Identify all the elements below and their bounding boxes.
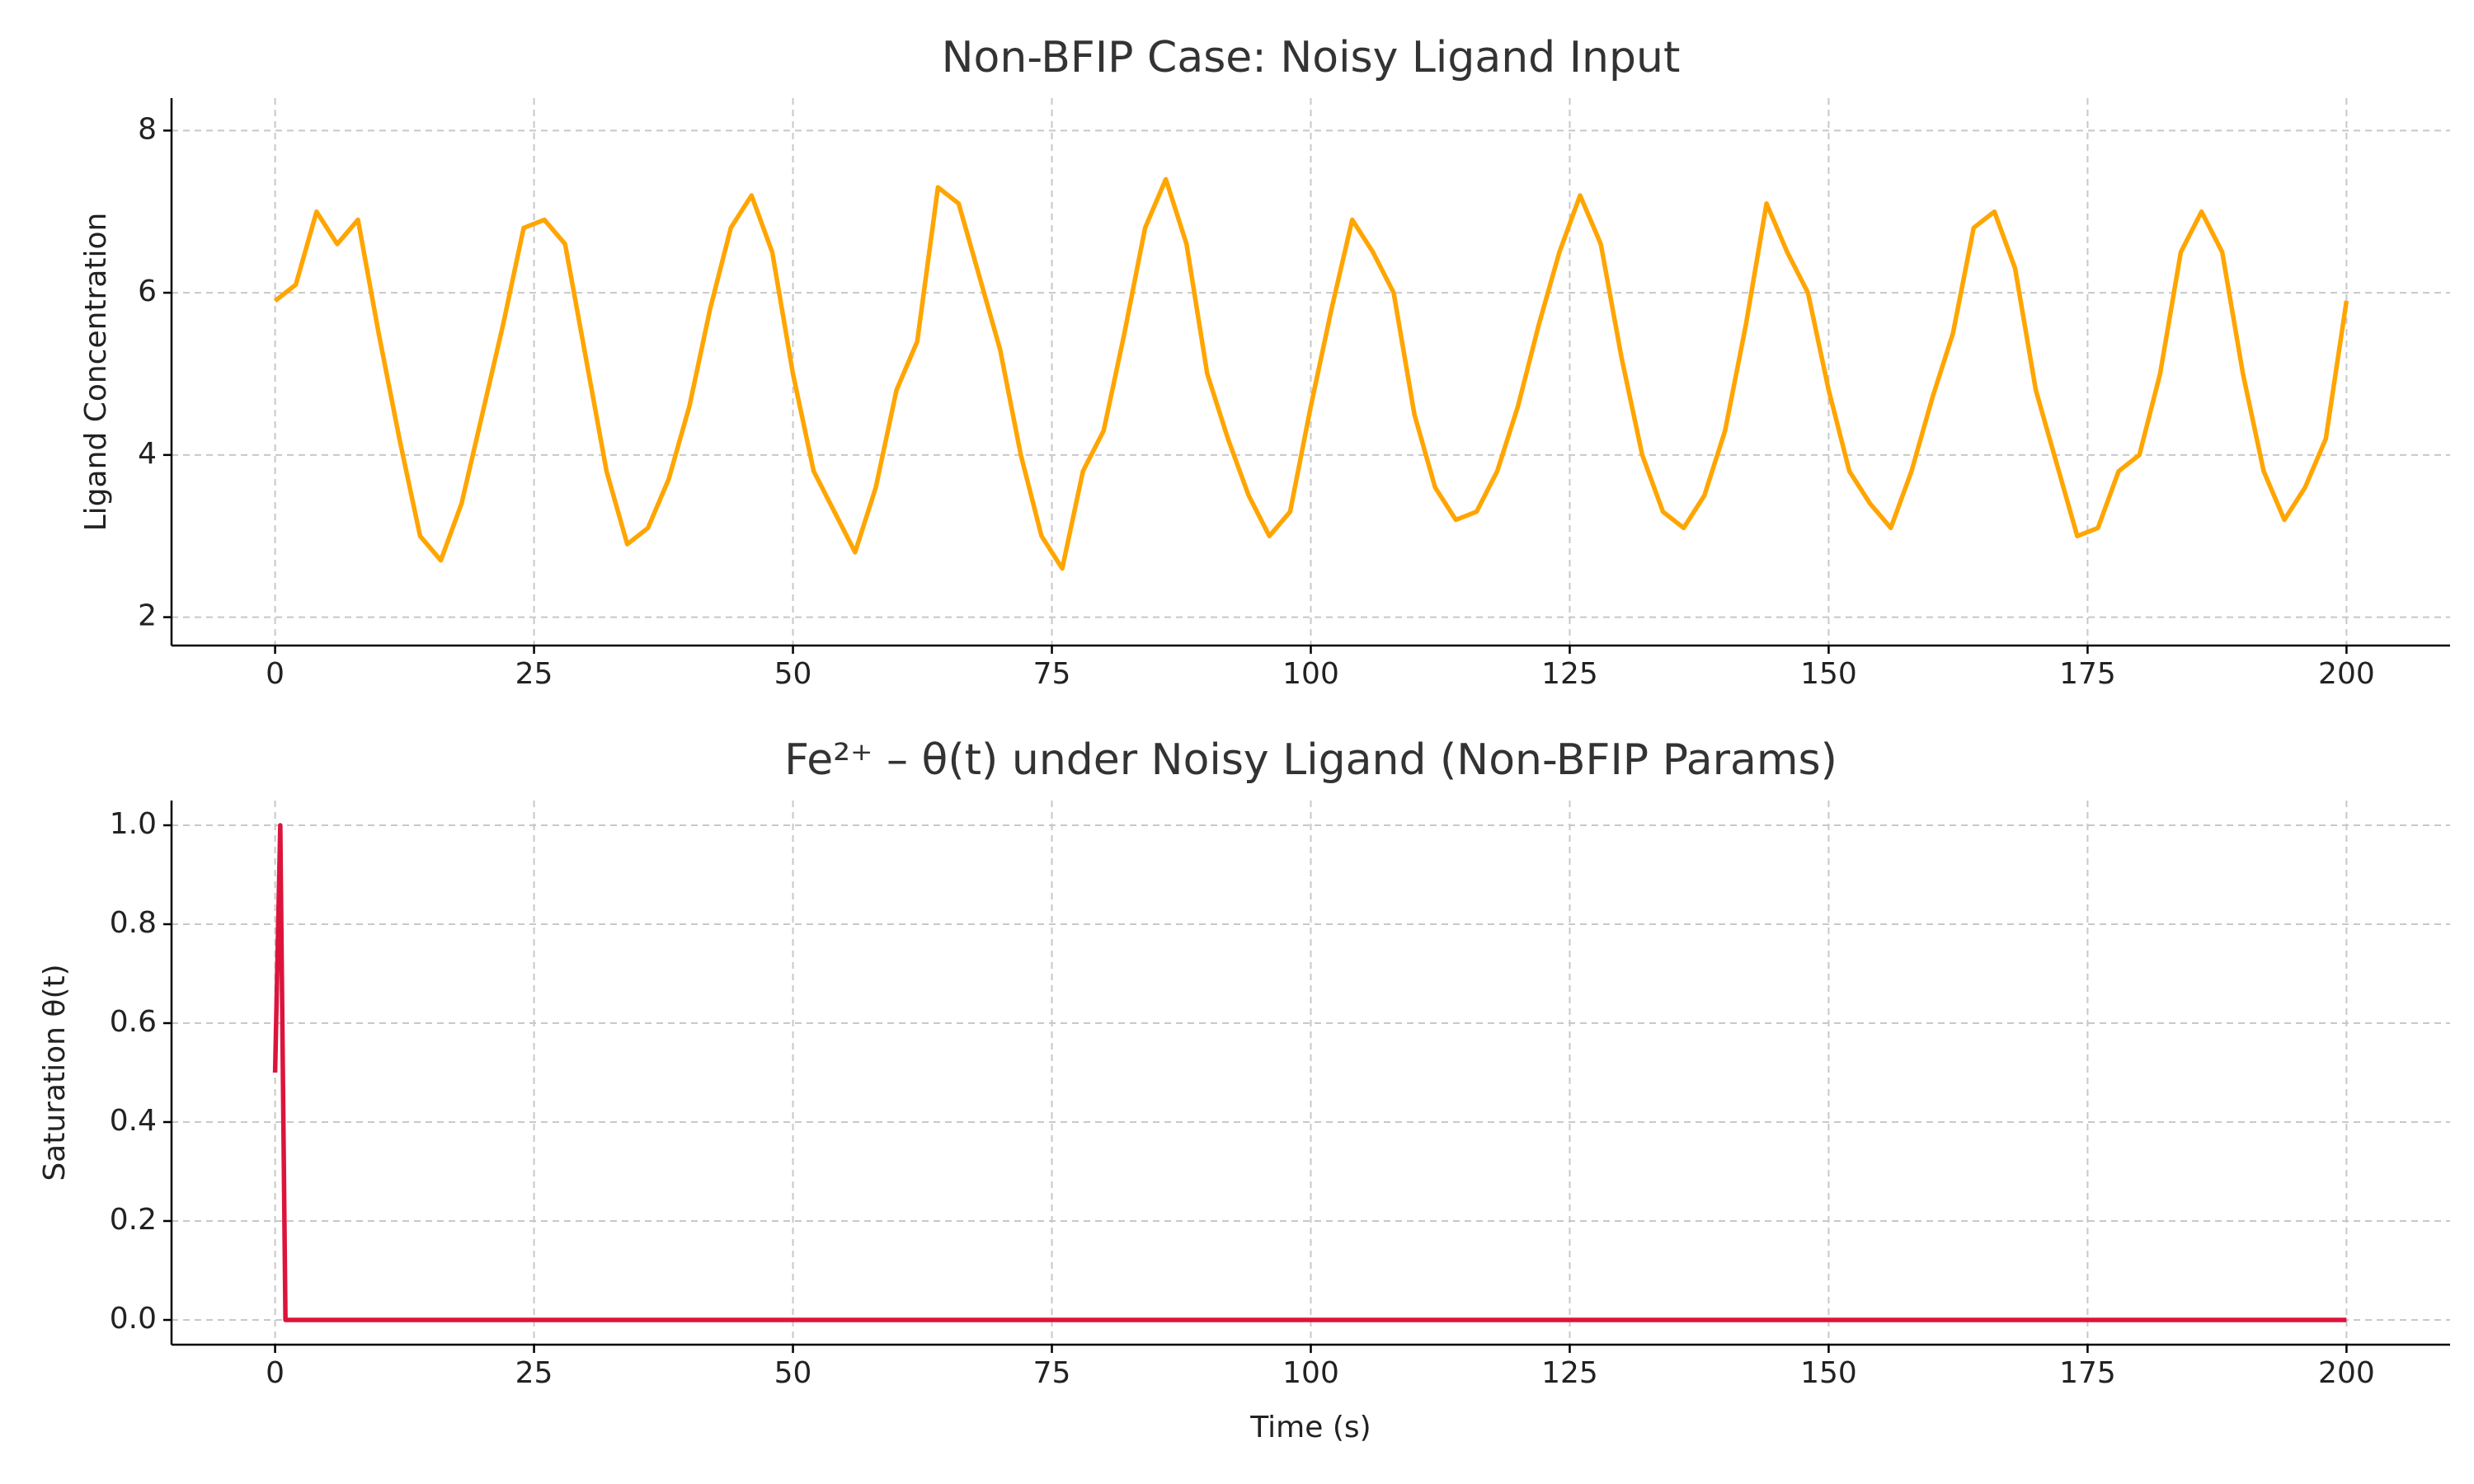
y-tick-label: 2 bbox=[138, 599, 157, 633]
y-tick-label: 0.8 bbox=[110, 906, 157, 940]
x-tick-label: 75 bbox=[1033, 1356, 1071, 1390]
x-tick-label: 125 bbox=[1541, 657, 1598, 691]
y-tick-label: 0.2 bbox=[110, 1203, 157, 1237]
x-tick-label: 150 bbox=[1800, 657, 1857, 691]
x-tick-label: 175 bbox=[2059, 1356, 2116, 1390]
chart-title: Non-BFIP Case: Noisy Ligand Input bbox=[942, 33, 1681, 82]
x-tick-label: 175 bbox=[2059, 657, 2116, 691]
x-tick-label: 50 bbox=[774, 1356, 812, 1390]
x-tick-label: 200 bbox=[2318, 657, 2375, 691]
y-tick-label: 0.4 bbox=[110, 1104, 157, 1138]
x-tick-label: 25 bbox=[515, 657, 553, 691]
y-tick-label: 0.0 bbox=[110, 1302, 157, 1336]
data-line bbox=[272, 823, 2347, 1322]
x-tick-label: 150 bbox=[1800, 1356, 1857, 1390]
x-tick-label: 0 bbox=[266, 1356, 285, 1390]
data-line bbox=[273, 176, 2349, 571]
y-tick-label: 6 bbox=[138, 275, 157, 308]
x-tick-label: 100 bbox=[1282, 657, 1339, 691]
x-tick-label: 0 bbox=[266, 657, 285, 691]
chart-title: Fe²⁺ – θ(t) under Noisy Ligand (Non-BFIP… bbox=[784, 735, 1837, 785]
y-tick-label: 8 bbox=[138, 112, 157, 146]
x-tick-label: 200 bbox=[2318, 1356, 2375, 1390]
y-tick-label: 1.0 bbox=[110, 807, 157, 841]
y-axis-label: Ligand Concentration bbox=[79, 213, 113, 532]
x-axis-label: Time (s) bbox=[1249, 1411, 1371, 1444]
x-tick-label: 125 bbox=[1541, 1356, 1598, 1390]
y-axis-label: Saturation θ(t) bbox=[38, 964, 72, 1181]
x-tick-label: 75 bbox=[1033, 657, 1071, 691]
x-tick-label: 50 bbox=[774, 657, 812, 691]
y-tick-label: 4 bbox=[138, 437, 157, 471]
x-tick-label: 25 bbox=[515, 1356, 553, 1390]
y-tick-label: 0.6 bbox=[110, 1005, 157, 1039]
x-tick-label: 100 bbox=[1282, 1356, 1339, 1390]
